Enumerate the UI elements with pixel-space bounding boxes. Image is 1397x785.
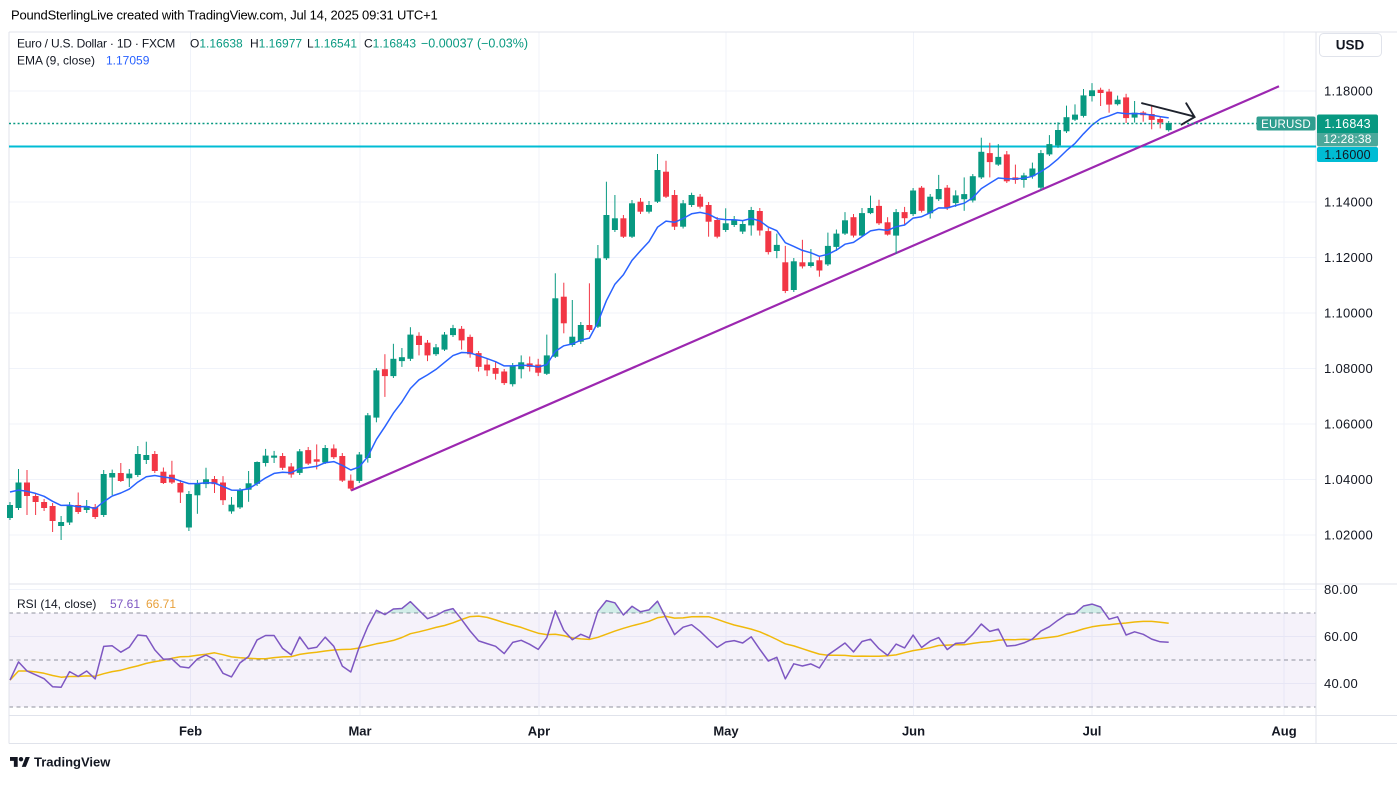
svg-text:1.16843: 1.16843 [1324,117,1371,131]
svg-text:40.00: 40.00 [1324,676,1358,691]
svg-text:1.12000: 1.12000 [1324,250,1373,265]
svg-text:Apr: Apr [528,724,550,739]
svg-text:1.06000: 1.06000 [1324,417,1373,432]
svg-text:EMA (9, close): EMA (9, close) [17,54,95,68]
svg-text:USD: USD [1336,38,1365,53]
svg-text:Mar: Mar [348,724,371,739]
svg-text:66.71: 66.71 [146,597,176,611]
svg-text:Jun: Jun [902,724,925,739]
svg-text:1.17059: 1.17059 [106,54,150,68]
svg-text:L1.16541: L1.16541 [307,37,357,51]
svg-text:1.02000: 1.02000 [1324,528,1373,543]
svg-text:May: May [713,724,739,739]
svg-text:PoundSterlingLive created with: PoundSterlingLive created with TradingVi… [11,8,438,23]
svg-text:Aug: Aug [1271,724,1296,739]
svg-text:57.61: 57.61 [110,597,140,611]
svg-text:1.18000: 1.18000 [1324,84,1373,99]
svg-text:−0.00037 (−0.03%): −0.00037 (−0.03%) [421,37,528,51]
svg-text:80.00: 80.00 [1324,582,1358,597]
svg-text:60.00: 60.00 [1324,629,1358,644]
svg-text:O1.16638: O1.16638 [190,37,243,51]
svg-text:Euro / U.S. Dollar · 1D · FXCM: Euro / U.S. Dollar · 1D · FXCM [17,37,175,51]
svg-text:TradingView: TradingView [34,755,111,770]
svg-text:12:28:38: 12:28:38 [1323,132,1371,146]
svg-text:Feb: Feb [179,724,202,739]
svg-text:1.10000: 1.10000 [1324,306,1373,321]
svg-text:H1.16977: H1.16977 [250,37,302,51]
svg-text:1.14000: 1.14000 [1324,195,1373,210]
svg-text:C1.16843: C1.16843 [364,37,416,51]
svg-text:RSI (14, close): RSI (14, close) [17,597,96,611]
svg-text:Jul: Jul [1083,724,1102,739]
svg-text:1.04000: 1.04000 [1324,472,1373,487]
svg-text:1.16000: 1.16000 [1324,148,1371,162]
svg-text:1.08000: 1.08000 [1324,361,1373,376]
svg-text:EURUSD: EURUSD [1261,119,1311,131]
